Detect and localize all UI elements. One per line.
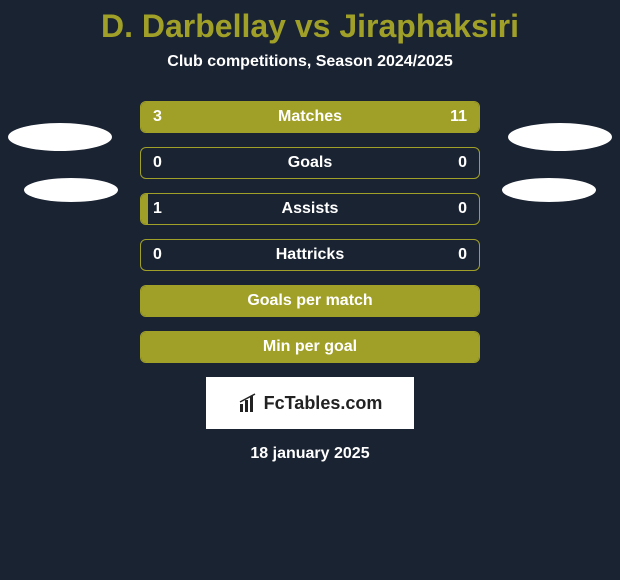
container: D. Darbellay vs Jiraphaksiri Club compet… (0, 0, 620, 580)
stat-rows: Matches311Goals00Assists10Hattricks00Goa… (140, 101, 480, 363)
value-left: 0 (153, 148, 162, 178)
value-left: 1 (153, 194, 162, 224)
stat-row: Min per goal (140, 331, 480, 363)
watermark-label: FcTables.com (238, 392, 383, 414)
date-label: 18 january 2025 (0, 445, 620, 463)
value-left: 3 (153, 102, 162, 132)
player-right-placeholder-2 (502, 178, 596, 202)
watermark: FcTables.com (206, 377, 414, 429)
stat-row: Goals per match (140, 285, 480, 317)
stat-row: Assists1 0 (140, 193, 480, 225)
stat-row: Matches3 11 (140, 101, 480, 133)
value-right: 0 (458, 148, 467, 178)
row-label: Assists (141, 194, 479, 224)
subtitle: Club competitions, Season 2024/2025 (0, 53, 620, 71)
row-label: Matches (141, 102, 479, 132)
player-right-placeholder-1 (508, 123, 612, 151)
watermark-text: FcTables.com (264, 393, 383, 414)
player-left-placeholder-1 (8, 123, 112, 151)
value-right: 11 (450, 102, 467, 132)
value-left: 0 (153, 240, 162, 270)
row-label: Hattricks (141, 240, 479, 270)
value-right: 0 (458, 194, 467, 224)
row-label: Goals per match (141, 286, 479, 316)
stat-row: Goals0 0 (140, 147, 480, 179)
stat-row: Hattricks0 0 (140, 239, 480, 271)
player-left-placeholder-2 (24, 178, 118, 202)
value-right: 0 (458, 240, 467, 270)
chart-icon (238, 392, 260, 414)
row-label: Goals (141, 148, 479, 178)
row-label: Min per goal (141, 332, 479, 362)
page-title: D. Darbellay vs Jiraphaksiri (0, 8, 620, 45)
